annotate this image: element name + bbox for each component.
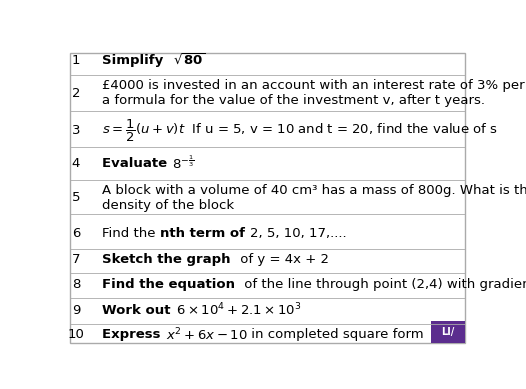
Text: £4000 is invested in an account with an interest rate of 3% per annum. Write
a f: £4000 is invested in an account with an …	[103, 79, 526, 107]
Text: 6: 6	[72, 228, 80, 240]
Text: Sketch the graph: Sketch the graph	[103, 253, 236, 266]
Text: LI/: LI/	[441, 327, 454, 337]
Text: 8: 8	[72, 278, 80, 291]
Text: Find the: Find the	[103, 228, 160, 240]
Text: 2: 2	[72, 87, 80, 100]
Text: 3: 3	[72, 124, 80, 137]
Text: 4: 4	[72, 157, 80, 170]
Bar	[431, 321, 466, 343]
Text: Evaluate: Evaluate	[103, 157, 172, 170]
Text: Simplify: Simplify	[103, 54, 173, 67]
Text: $\sqrt{\mathbf{80}}$: $\sqrt{\mathbf{80}}$	[173, 53, 205, 68]
Text: of the line through point (2,4) with gradient 5: of the line through point (2,4) with gra…	[240, 278, 526, 291]
Text: of y = 4x + 2: of y = 4x + 2	[236, 253, 329, 266]
Text: Express: Express	[103, 328, 166, 341]
Text: $s = \dfrac{1}{2}(u + v)t$  If u = 5, v = 10 and t = 20, find the value of s: $s = \dfrac{1}{2}(u + v)t$ If u = 5, v =…	[103, 117, 498, 144]
Text: Work out: Work out	[103, 304, 176, 317]
Text: 2, 5, 10, 17,....: 2, 5, 10, 17,....	[250, 228, 347, 240]
Text: 5: 5	[72, 191, 80, 205]
Text: nth term of: nth term of	[160, 228, 250, 240]
Text: Find the equation: Find the equation	[103, 278, 240, 291]
Text: 10: 10	[67, 328, 84, 341]
Text: $6 \times 10^{4} + 2.1 \times 10^{3}$: $6 \times 10^{4} + 2.1 \times 10^{3}$	[176, 302, 301, 319]
Text: 7: 7	[72, 253, 80, 266]
Text: $x^{2} + 6x - 10$: $x^{2} + 6x - 10$	[166, 326, 247, 343]
Text: 9: 9	[72, 304, 80, 317]
Text: 1: 1	[72, 54, 80, 67]
Text: in completed square form: in completed square form	[247, 328, 424, 341]
Text: A block with a volume of 40 cm³ has a mass of 800g. What is the
density of the b: A block with a volume of 40 cm³ has a ma…	[103, 184, 526, 212]
Text: $8^{-\frac{1}{3}}$: $8^{-\frac{1}{3}}$	[172, 155, 195, 172]
